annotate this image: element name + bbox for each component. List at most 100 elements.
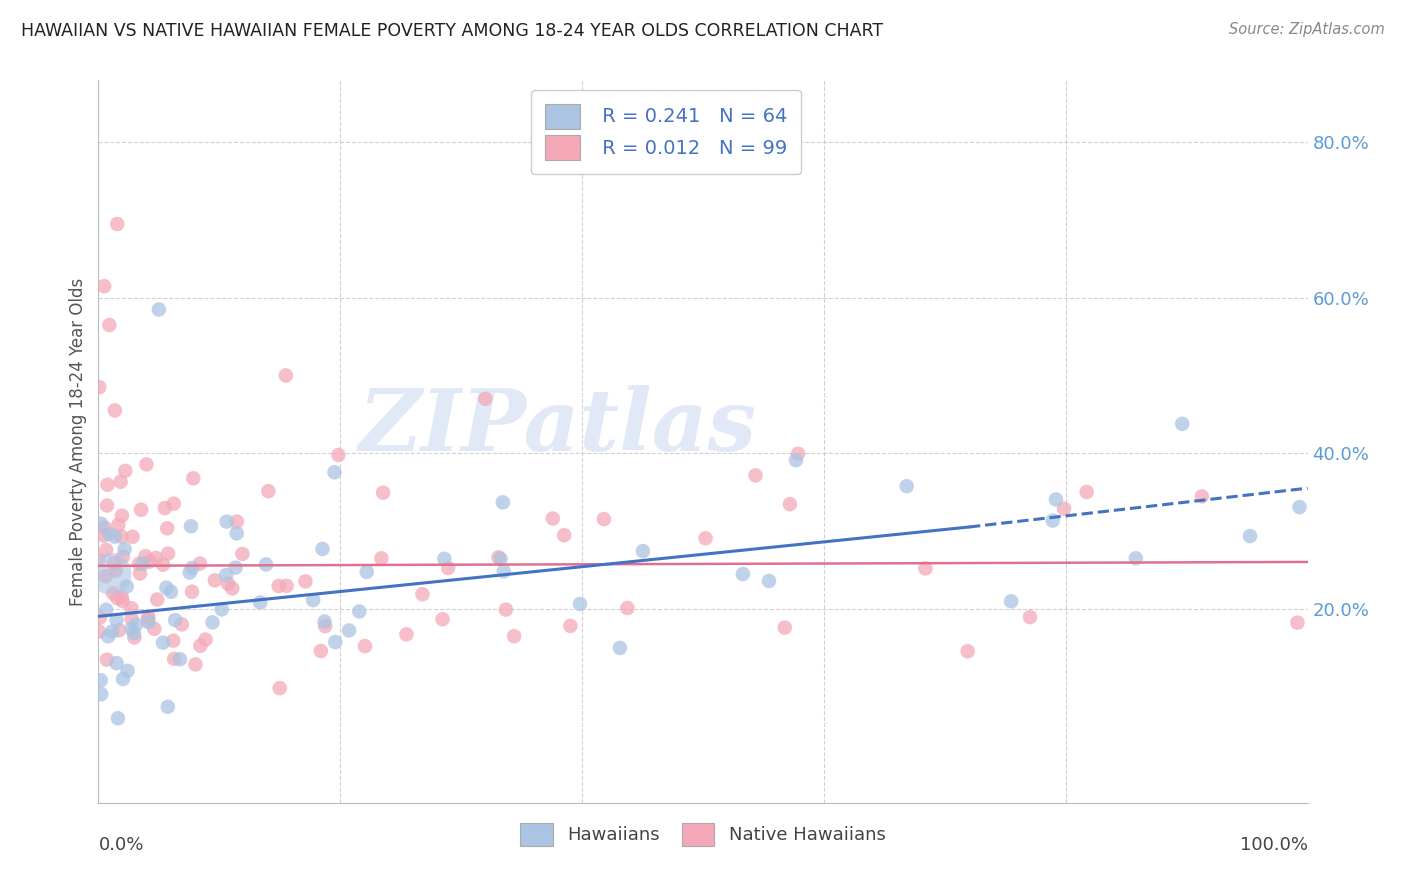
Point (135, 458, 157, 472)
Point (121, 530, 143, 544)
Point (111, 549, 134, 564)
Point (190, 639, 212, 653)
Point (560, 619, 582, 633)
Point (170, 617, 193, 632)
Point (1191, 490, 1213, 504)
Point (188, 557, 211, 571)
Y-axis label: Female Poverty Among 18-24 Year Olds: Female Poverty Among 18-24 Year Olds (69, 277, 87, 606)
Point (1239, 529, 1261, 543)
Point (160, 584, 183, 599)
Point (120, 622, 142, 636)
Point (110, 530, 132, 544)
Point (217, 576, 239, 591)
Point (211, 602, 233, 616)
Point (162, 633, 184, 648)
Point (101, 624, 124, 639)
Point (124, 631, 146, 645)
Point (371, 485, 394, 500)
Point (956, 644, 979, 658)
Point (138, 610, 160, 624)
Point (115, 580, 138, 594)
Point (744, 468, 766, 483)
Point (104, 564, 127, 578)
Point (221, 582, 243, 596)
Point (437, 561, 460, 575)
Point (616, 601, 638, 615)
Point (896, 479, 918, 493)
Point (157, 547, 180, 561)
Point (138, 554, 160, 568)
Point (323, 635, 346, 649)
Point (254, 558, 277, 572)
Point (105, 591, 128, 605)
Point (105, 656, 128, 670)
Point (111, 591, 134, 605)
Point (107, 711, 129, 725)
Point (631, 544, 654, 558)
Text: 100.0%: 100.0% (1240, 836, 1308, 854)
Point (94, 569, 117, 583)
Point (274, 368, 297, 383)
Point (129, 566, 152, 581)
Text: ZIPatlas: ZIPatlas (359, 385, 756, 469)
Point (225, 560, 247, 574)
Point (155, 581, 177, 595)
Point (143, 622, 166, 636)
Point (492, 495, 515, 509)
Point (181, 561, 204, 575)
Point (314, 619, 336, 633)
Point (302, 593, 325, 607)
Point (370, 551, 392, 566)
Point (163, 652, 186, 666)
Point (495, 602, 517, 616)
Point (395, 627, 418, 641)
Point (132, 557, 155, 571)
Point (156, 521, 179, 535)
Point (129, 503, 152, 517)
Point (89, 610, 111, 624)
Point (249, 595, 271, 609)
Point (121, 612, 143, 626)
Point (90, 687, 112, 701)
Point (114, 542, 136, 557)
Point (432, 612, 454, 626)
Point (93, 279, 115, 293)
Point (1045, 492, 1067, 507)
Point (98, 318, 121, 332)
Point (97, 629, 120, 643)
Point (93, 520, 115, 534)
Point (215, 568, 238, 582)
Point (114, 464, 136, 478)
Point (165, 613, 187, 627)
Point (731, 567, 754, 582)
Point (152, 635, 174, 649)
Point (204, 574, 226, 588)
Point (309, 644, 332, 658)
Point (136, 613, 159, 627)
Point (503, 629, 526, 643)
Point (492, 565, 515, 579)
Point (411, 587, 433, 601)
Point (96, 477, 118, 491)
Point (138, 615, 160, 630)
Point (89, 380, 111, 394)
Point (96, 652, 118, 666)
Point (201, 615, 224, 630)
Point (181, 584, 204, 599)
Point (1076, 485, 1098, 500)
Point (121, 601, 143, 615)
Point (134, 549, 156, 564)
Point (180, 519, 202, 533)
Point (111, 594, 134, 608)
Point (128, 557, 150, 571)
Point (152, 558, 174, 572)
Point (267, 579, 290, 593)
Point (104, 403, 127, 417)
Point (758, 574, 780, 588)
Point (153, 501, 176, 516)
Point (105, 217, 128, 231)
Text: 0.0%: 0.0% (98, 836, 143, 854)
Point (105, 613, 128, 627)
Point (107, 517, 129, 532)
Point (1125, 551, 1147, 566)
